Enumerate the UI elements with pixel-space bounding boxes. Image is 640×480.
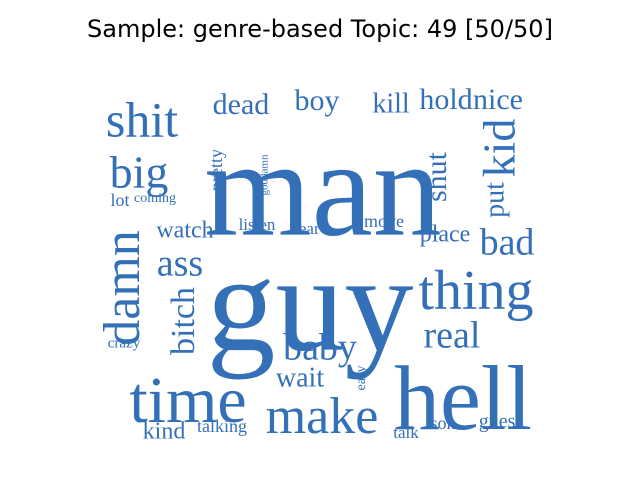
word-pretty: pretty [206,149,226,191]
word-man: man [204,112,442,265]
word-kind: kind [143,419,186,445]
word-hear: hear [290,219,320,238]
word-kill: kill [372,88,410,119]
word-lot: lot [110,190,129,210]
word-real: real [424,315,481,357]
word-ass: ass [157,243,203,285]
word-thing: thing [418,260,533,322]
word-talking: talking [197,416,247,436]
word-hell: hell [394,347,532,449]
word-kid: kid [474,119,525,178]
word-bad: bad [480,222,535,264]
word-put: put [479,182,510,218]
word-baby: baby [283,327,357,369]
word-move: move [364,211,404,231]
word-hold: hold [419,83,472,116]
word-big: big [110,147,169,198]
word-shut: shut [420,151,453,202]
word-watch: watch [156,218,213,244]
word-make: make [266,388,379,445]
word-goddamn: goddamn [259,154,271,195]
word-nice: nice [473,83,523,116]
word-wait: wait [276,362,324,393]
word-place: place [420,222,471,248]
word-bitch: bitch [165,287,202,355]
word-coming: coming [134,191,176,206]
word-crazy: crazy [108,335,141,351]
word-shit: shit [106,91,178,147]
word-boy: boy [295,84,340,117]
word-easy: easy [354,366,369,391]
word-listen: listen [239,215,276,234]
word-talk: talk [393,423,419,442]
word-guess: guess [479,411,524,433]
word-time: time [129,364,246,437]
word-son: son [430,413,455,433]
word-guy: guy [207,227,414,380]
word-damn: damn [94,230,151,346]
figure-title: Sample: genre-based Topic: 49 [50/50] [87,15,553,43]
word-dead: dead [213,88,270,121]
